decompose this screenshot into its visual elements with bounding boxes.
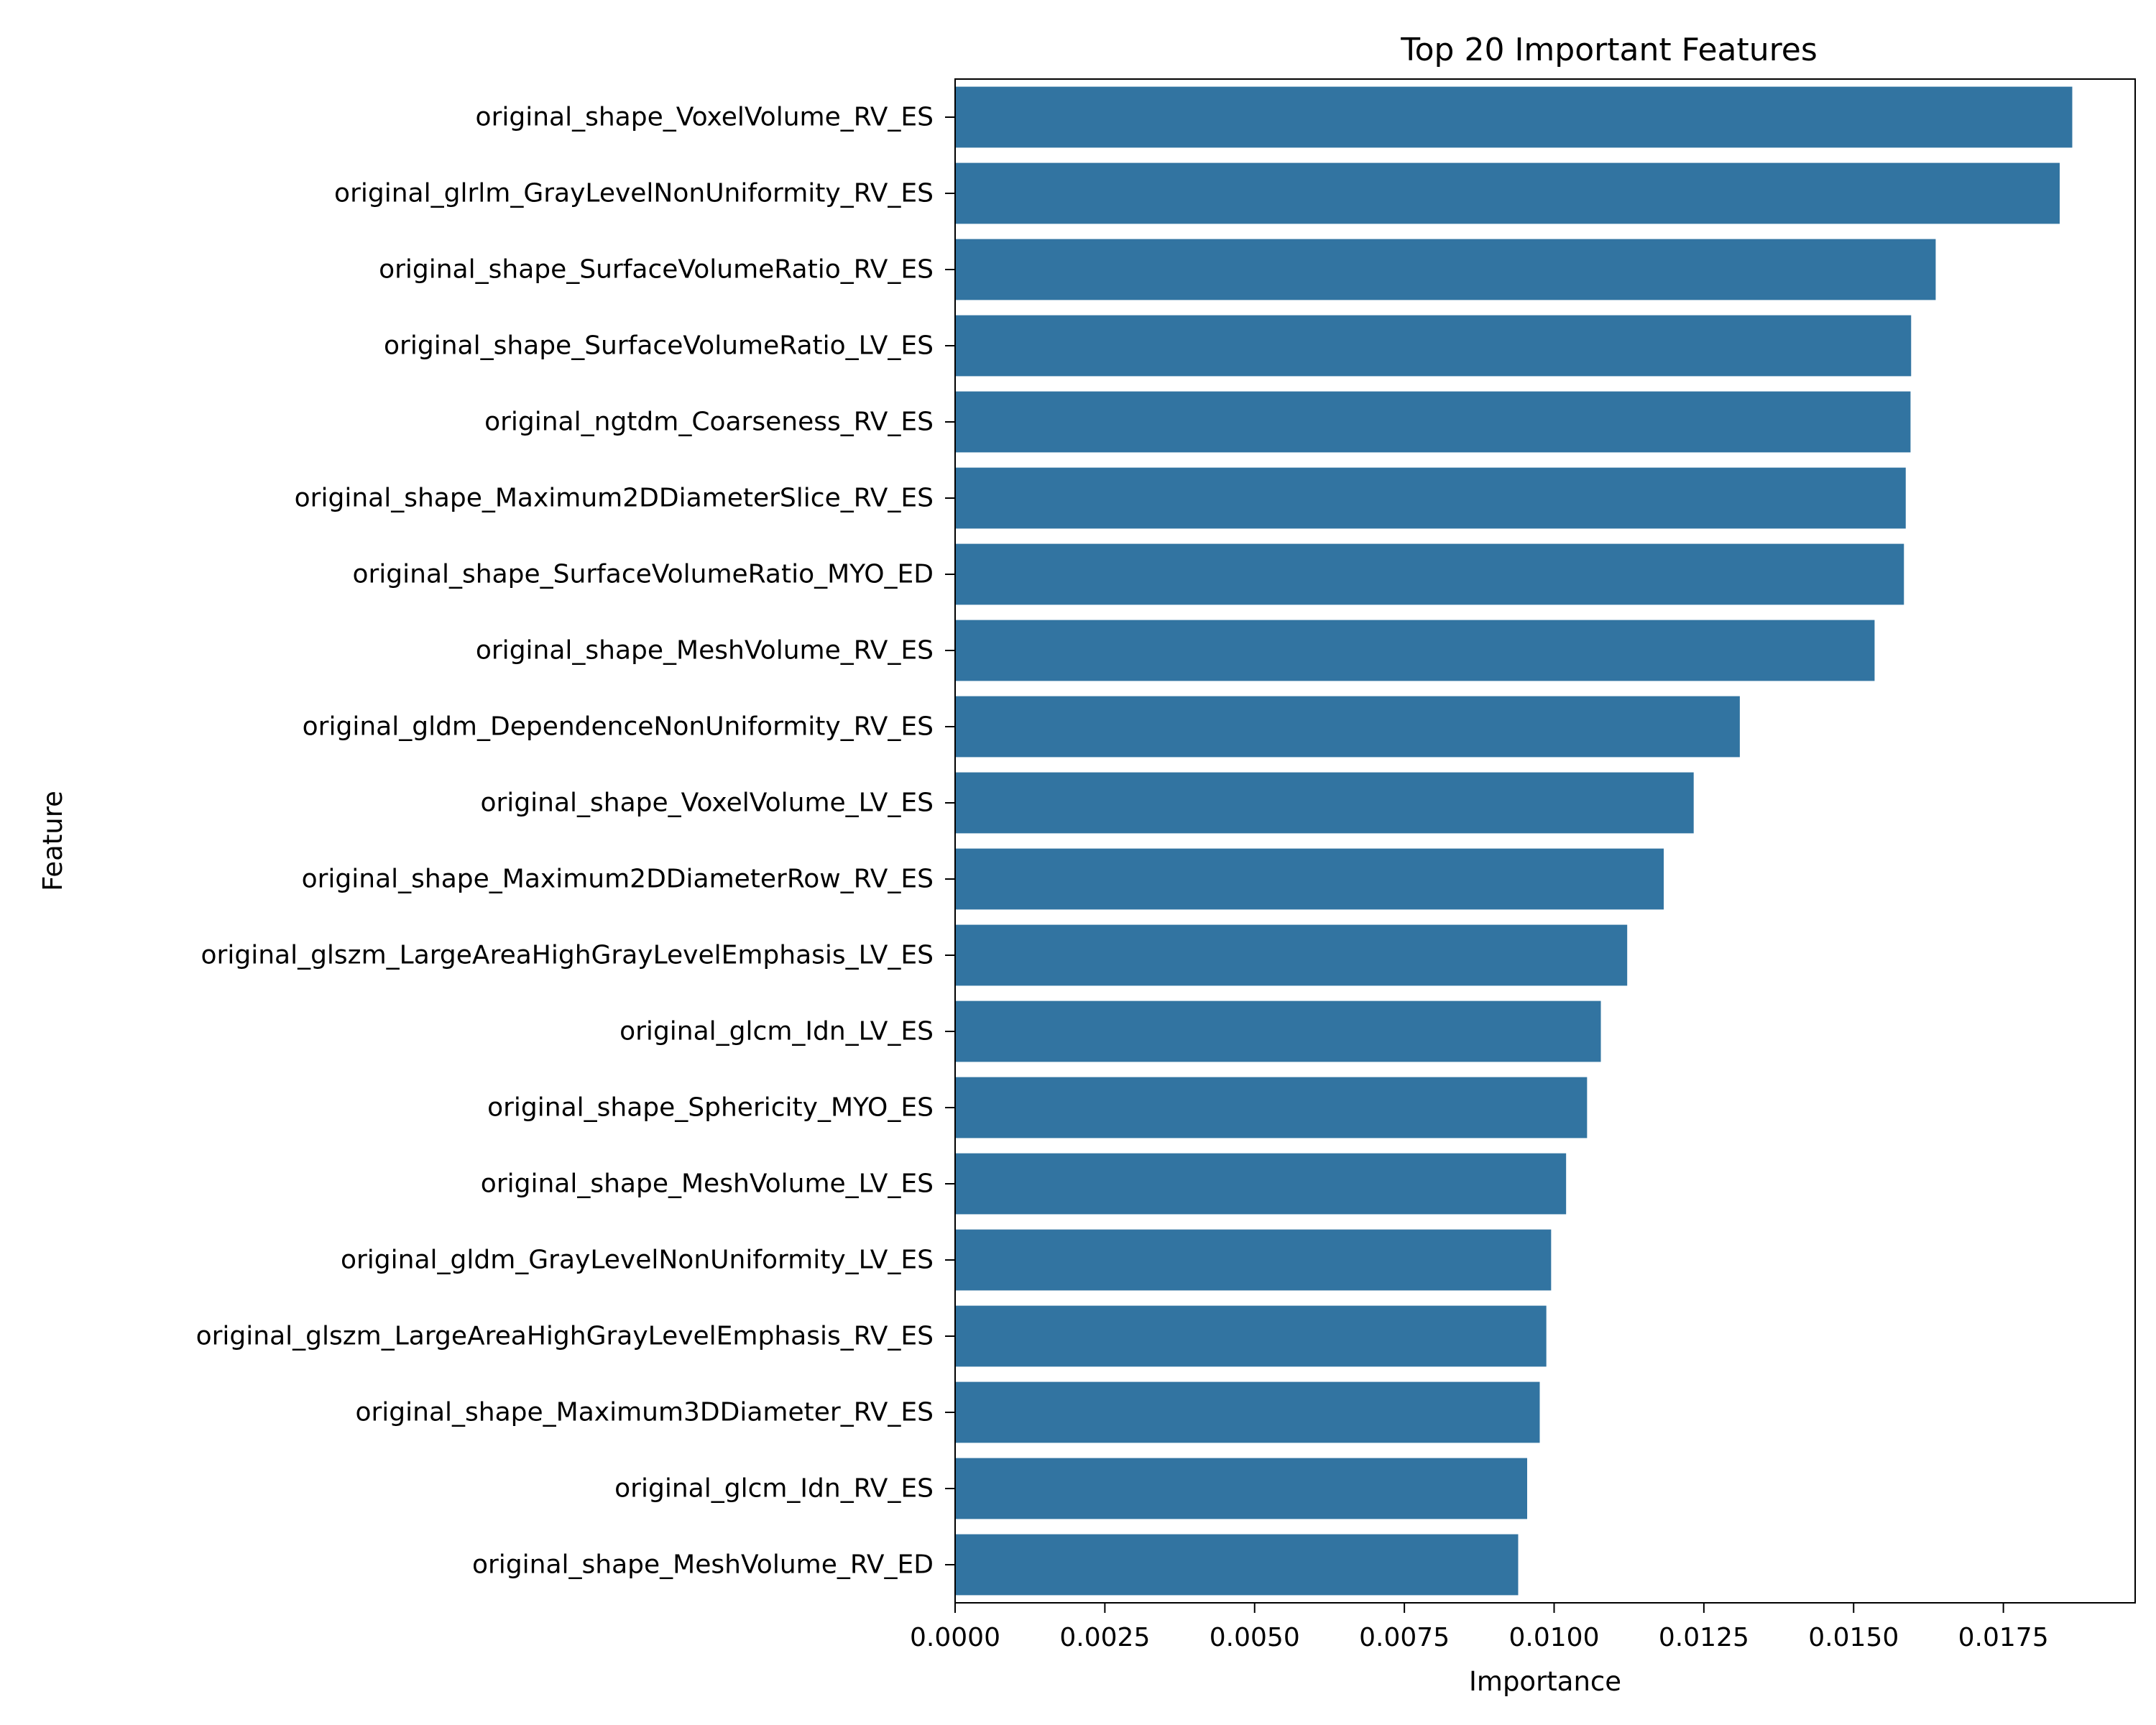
y-tick-label: original_shape_VoxelVolume_RV_ES xyxy=(476,103,934,132)
bar xyxy=(955,1153,1567,1215)
bar xyxy=(955,620,1875,681)
bar xyxy=(955,696,1740,758)
y-tick-label: original_shape_Sphericity_MYO_ES xyxy=(487,1093,934,1123)
bar xyxy=(955,239,1936,300)
x-ticks: 0.0000 0.0025 0.0050 0.0075 0.0100 0.0125 0.01… xyxy=(910,1603,2049,1652)
y-tick-label: original_shape_SurfaceVolumeRatio_LV_ES xyxy=(384,331,934,361)
y-axis-label: Feature xyxy=(37,791,68,891)
bar xyxy=(955,1000,1601,1062)
x-tick-label: 0.0050 xyxy=(1210,1623,1300,1652)
y-tick-label: original_shape_Maximum3DDiameter_RV_ES xyxy=(355,1398,934,1427)
x-tick-label: 0.0025 xyxy=(1059,1623,1150,1652)
bar xyxy=(955,1458,1527,1519)
bar xyxy=(955,1229,1552,1291)
y-tick-label: original_shape_SurfaceVolumeRatio_MYO_ED xyxy=(352,560,934,589)
bar xyxy=(955,924,1628,986)
y-tick-label: original_glszm_LargeAreaHighGrayLevelEmp… xyxy=(201,941,934,970)
bar xyxy=(955,1381,1540,1443)
bar xyxy=(955,467,1906,529)
y-tick-label: original_shape_MeshVolume_LV_ES xyxy=(481,1169,934,1199)
bar xyxy=(955,86,2073,148)
y-tick-label: original_glcm_Idn_LV_ES xyxy=(619,1017,934,1046)
y-tick-label: original_shape_Maximum2DDiameterRow_RV_E… xyxy=(302,865,934,894)
bar xyxy=(955,315,1912,377)
x-tick-label: 0.0175 xyxy=(1958,1623,2049,1652)
chart-title: Top 20 Important Features xyxy=(1400,32,1818,68)
y-tick-labels: original_shape_VoxelVolume_RV_ES original… xyxy=(196,103,955,1580)
x-tick-label: 0.0100 xyxy=(1509,1623,1600,1652)
bar xyxy=(955,543,1904,605)
bar xyxy=(955,1534,1519,1596)
y-tick-label: original_shape_SurfaceVolumeRatio_RV_ES xyxy=(379,255,934,285)
y-tick-label: original_glszm_LargeAreaHighGrayLevelEmp… xyxy=(196,1322,934,1351)
bar xyxy=(955,391,1911,453)
bar xyxy=(955,1305,1547,1367)
y-tick-label: original_ngtdm_Coarseness_RV_ES xyxy=(484,408,934,437)
bars-group xyxy=(955,86,2073,1596)
x-tick-label: 0.0125 xyxy=(1659,1623,1749,1652)
bar xyxy=(955,162,2060,224)
y-tick-label: original_gldm_DependenceNonUniformity_RV… xyxy=(303,712,934,742)
y-tick-label: original_gldm_GrayLevelNonUniformity_LV_… xyxy=(341,1246,934,1275)
bar xyxy=(955,772,1694,834)
y-tick-label: original_shape_MeshVolume_RV_ED xyxy=(472,1550,934,1580)
x-axis-label: Importance xyxy=(1469,1666,1621,1697)
y-tick-label: original_shape_VoxelVolume_LV_ES xyxy=(480,788,934,818)
y-tick-label: original_shape_MeshVolume_RV_ES xyxy=(476,636,934,666)
y-tick-label: original_glcm_Idn_RV_ES xyxy=(614,1474,934,1504)
y-tick-label: original_shape_Maximum2DDiameterSlice_RV… xyxy=(295,484,934,513)
x-tick-label: 0.0000 xyxy=(910,1623,1000,1652)
y-tick-label: original_glrlm_GrayLevelNonUniformity_RV… xyxy=(334,179,934,208)
bar xyxy=(955,848,1664,910)
bar xyxy=(955,1077,1588,1138)
x-tick-label: 0.0075 xyxy=(1359,1623,1450,1652)
x-tick-label: 0.0150 xyxy=(1808,1623,1899,1652)
